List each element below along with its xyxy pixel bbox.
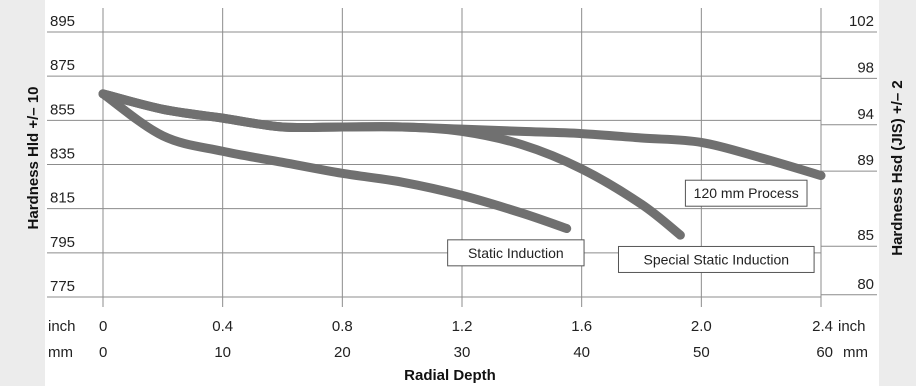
x-tick-label-mm: 0 — [99, 344, 107, 361]
y-tick-label-left: 835 — [50, 146, 75, 163]
series-label-static-induction: Static Induction — [468, 245, 564, 261]
y-tick-label-left: 815 — [50, 190, 75, 207]
x-tick-label-inch: 0.8 — [332, 318, 353, 335]
x-tick-label-inch: 0.4 — [212, 318, 233, 335]
y-tick-label-right: 85 — [857, 227, 874, 244]
x-tick-label-mm: 40 — [573, 344, 590, 361]
x-tick-label-inch: 1.6 — [571, 318, 592, 335]
series-label-box-special-static-induction — [617, 245, 815, 273]
series-label-box-120-mm-process — [684, 179, 808, 207]
x-axis-title: Radial Depth — [404, 367, 496, 384]
x-tick-label-mm: 20 — [334, 344, 351, 361]
left-tick-labels: 895 875 855 835 815 795 775 — [50, 13, 75, 295]
series-line-special-static-induction — [98, 89, 685, 240]
y-tick-label-left: 795 — [50, 234, 75, 251]
x-unit-inch: inch — [48, 318, 76, 335]
series-label-box-static-induction — [447, 239, 585, 267]
x-tick-labels: 0 0 0.4 10 0.8 20 1.2 30 1.6 40 2.0 50 2.4 60 — [99, 318, 833, 361]
y-tick-label-left: 875 — [50, 57, 75, 74]
x-tick-label-mm: 30 — [454, 344, 471, 361]
right-axis-band — [879, 0, 916, 386]
series-label-120-mm-process: 120 mm Process — [694, 185, 799, 201]
x-tick-label-mm: 60 — [816, 344, 833, 361]
y-axis-title-left: Hardness Hld +/– 10 — [25, 87, 42, 230]
x-unit-mm: mm — [48, 344, 73, 361]
x-tick-label-inch: 1.2 — [452, 318, 473, 335]
y-tick-label-right: 102 — [849, 13, 874, 30]
x-tick-label-inch: 2.4 — [812, 318, 833, 335]
x-unit-mm-right: mm — [843, 344, 868, 361]
x-tick-label-inch: 2.0 — [691, 318, 712, 335]
x-tick-label-mm: 50 — [693, 344, 710, 361]
right-tick-labels: 102 98 94 89 85 80 — [849, 13, 874, 293]
series-labels: 120 mm Process Special Static Induction St… — [447, 179, 815, 273]
x-tick-label-mm: 10 — [214, 344, 231, 361]
y-tick-label-right: 94 — [857, 106, 874, 123]
series-line-static-induction — [98, 89, 572, 234]
y-tick-label-left: 855 — [50, 101, 75, 118]
left-axis-band — [0, 0, 45, 386]
x-unit-inch-right: inch — [838, 318, 866, 335]
y-axis-title-right: Hardness Hsd (JIS) +/– 2 — [889, 80, 906, 256]
grid — [47, 8, 877, 307]
y-tick-label-right: 80 — [857, 276, 874, 293]
series-lines — [98, 89, 826, 240]
y-tick-label-left: 775 — [50, 278, 75, 295]
x-tick-label-inch: 0 — [99, 318, 107, 335]
y-tick-label-left: 895 — [50, 13, 75, 30]
y-tick-label-right: 89 — [857, 152, 874, 169]
y-tick-label-right: 98 — [857, 59, 874, 76]
series-label-special-static-induction: Special Static Induction — [644, 251, 790, 267]
